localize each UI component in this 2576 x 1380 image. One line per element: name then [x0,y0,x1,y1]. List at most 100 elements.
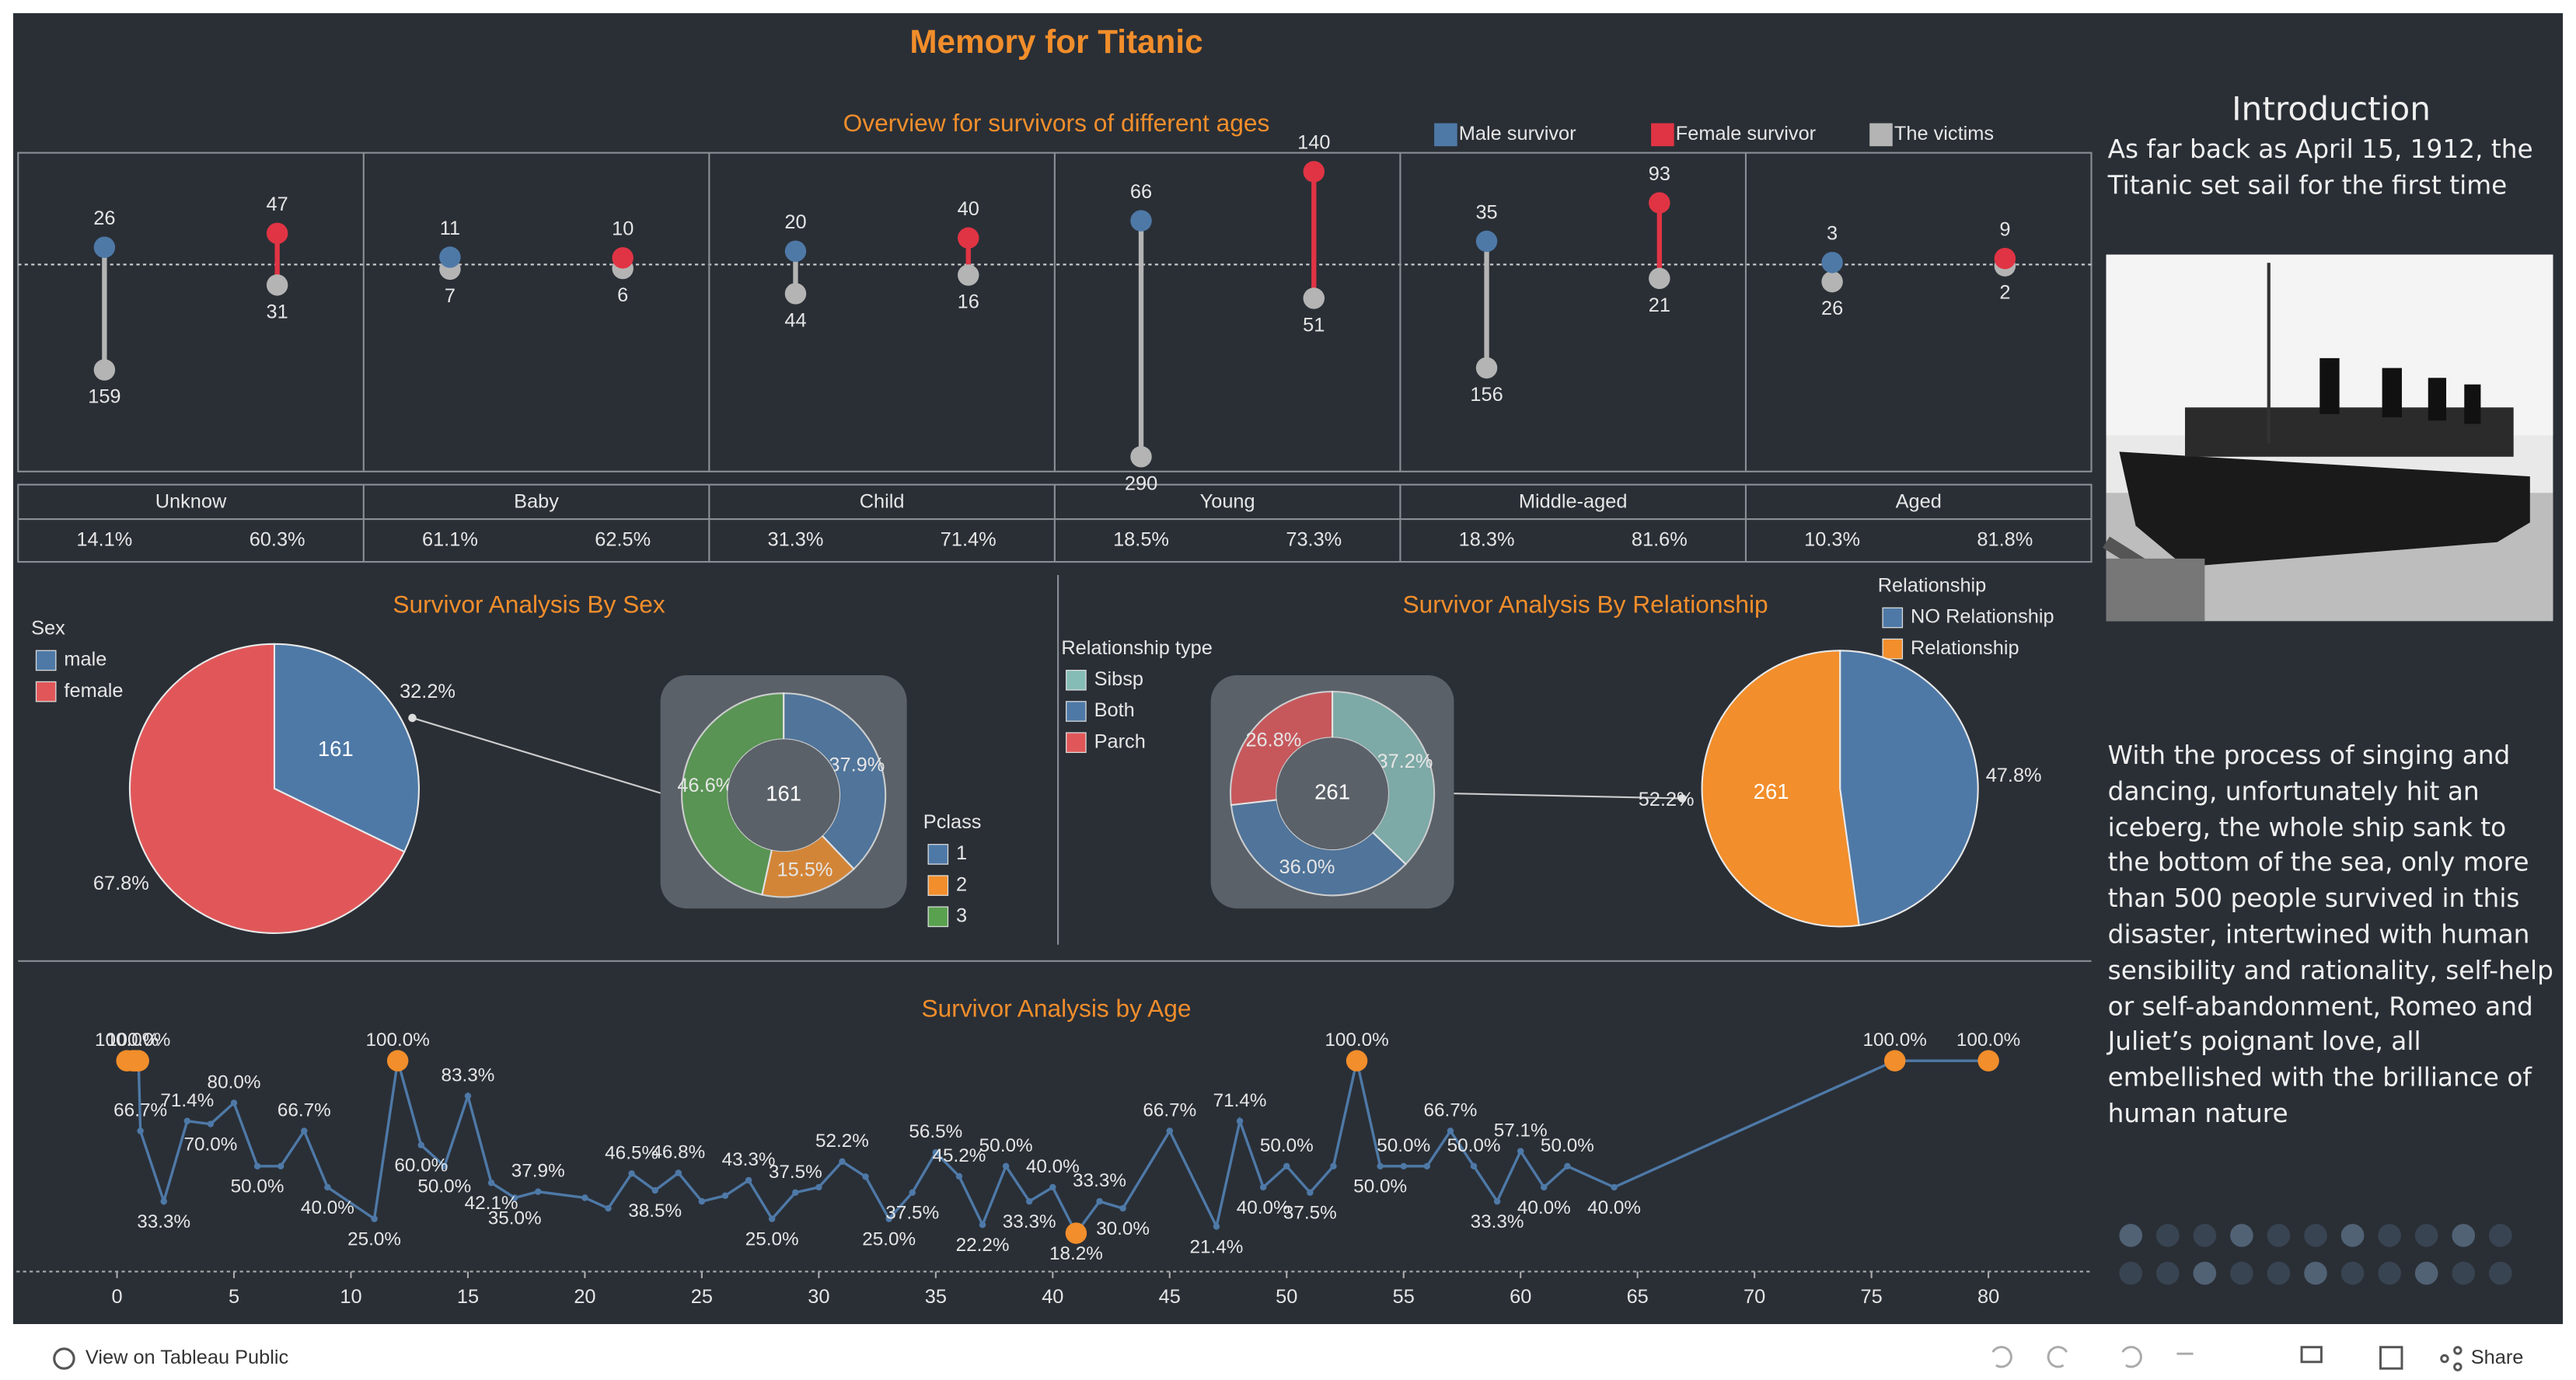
legend-swatch [1066,669,1087,691]
victim-dot [1303,288,1325,309]
value-label: 26 [93,207,115,229]
dashboard-background [12,12,2564,1325]
victim-dot [93,359,116,381]
x-tick-label: 60 [1510,1286,1531,1308]
value-label: 33.3% [1003,1211,1056,1232]
value-label: 10 [612,218,634,240]
pager-dot [2119,1224,2143,1247]
point [675,1169,682,1176]
x-tick-label: 5 [229,1286,239,1308]
value-label: 66.7% [277,1100,331,1121]
point [1049,1183,1056,1191]
value-label: 47 [267,193,288,215]
rate-label: 18.5% [1113,528,1169,550]
value-label: 40.0% [301,1197,354,1218]
legend-swatch [927,875,949,896]
tableau-icon [53,1347,75,1370]
value-label: 100.0% [95,1030,159,1051]
leader-line [412,716,663,795]
point [932,1148,940,1156]
legend-label: Sibsp [1094,668,1143,690]
value-label: 31 [267,301,288,322]
pager-dot [2452,1224,2476,1247]
pager-dot [2267,1261,2291,1285]
x-tick-label: 15 [457,1286,479,1308]
value-label: 44 [784,310,806,332]
count-label: 161 [318,737,354,761]
point [277,1162,284,1170]
x-tick-label: 30 [808,1286,829,1308]
category-label: Child [860,491,905,513]
slice-label: 46.6% [677,775,733,796]
rate-label: 73.3% [1286,528,1342,550]
value-label: 50.0% [1353,1176,1407,1197]
legend-swatch [1066,732,1087,753]
survivor-dot [784,240,807,263]
survivor-dot [612,247,634,269]
point [815,1183,822,1191]
point [1236,1117,1244,1124]
pager-dot [2304,1261,2327,1285]
rate-label: 31.3% [768,528,824,550]
legend-label: Relationship [1911,637,2019,659]
point [979,1221,986,1228]
point [1025,1197,1033,1205]
highlight-point [1977,1050,1999,1072]
chart-title: Survivor Analysis By Sex [393,591,665,619]
legend-title: Pclass [923,811,982,833]
point [628,1170,635,1177]
legend-title: Relationship type [1061,637,1213,659]
highlight-point [1065,1222,1087,1244]
value-label: 40.0% [1237,1197,1290,1218]
point [207,1120,215,1127]
value-label: 6 [617,284,628,306]
category-label: Unknow [155,491,227,513]
point [651,1187,658,1194]
slice-label: 37.2% [1377,751,1433,772]
pager-dot [2378,1224,2401,1247]
legend-label: Male survivor [1459,123,1576,145]
point [1611,1183,1618,1191]
value-label: 40.0% [1587,1197,1641,1218]
share-button[interactable]: Share [2471,1347,2524,1368]
value-label: 100.0% [1325,1030,1388,1051]
category-label: Middle-aged [1519,491,1628,513]
x-tick-label: 40 [1042,1286,1063,1308]
pager-dot [2119,1261,2143,1285]
pager-dot [2414,1261,2438,1285]
slice-label: 26.8% [1245,729,1301,751]
dashboard-title: Memory for Titanic [909,23,1202,60]
point [1423,1162,1431,1170]
rate-label: 71.4% [941,528,997,550]
highlight-point [386,1050,409,1072]
point [230,1099,238,1106]
legend-label: Both [1094,699,1135,721]
slice-label: 15.5% [777,859,833,881]
value-label: 66.7% [1423,1100,1477,1121]
chart-subtitle: Overview for survivors of different ages [843,109,1270,137]
value-label: 3 [1827,223,1838,245]
rate-label: 81.6% [1632,528,1688,550]
pager-dot [2155,1261,2180,1285]
titanic-photo [2103,254,2553,622]
intro-paragraph: As far back as April 15, 1912, the Titan… [2107,134,2533,200]
survivor-dot [1130,210,1152,232]
rate-label: 14.1% [76,528,132,550]
pager-dot [2378,1261,2401,1285]
value-label: 37.5% [769,1162,822,1183]
value-label: 80.0% [208,1072,261,1092]
value-label: 50.0% [979,1135,1033,1156]
rate-label: 61.1% [422,528,478,550]
pager-dot [2230,1261,2253,1285]
pager-dot [2414,1224,2438,1247]
value-label: 100.0% [106,1030,170,1051]
value-label: 45.2% [932,1145,986,1166]
point [464,1092,472,1099]
value-label: 7 [445,285,456,307]
value-label: 50.0% [1447,1135,1501,1156]
legend-label: Parch [1094,730,1146,752]
footer-link[interactable]: View on Tableau Public [86,1347,289,1368]
point [160,1197,167,1205]
